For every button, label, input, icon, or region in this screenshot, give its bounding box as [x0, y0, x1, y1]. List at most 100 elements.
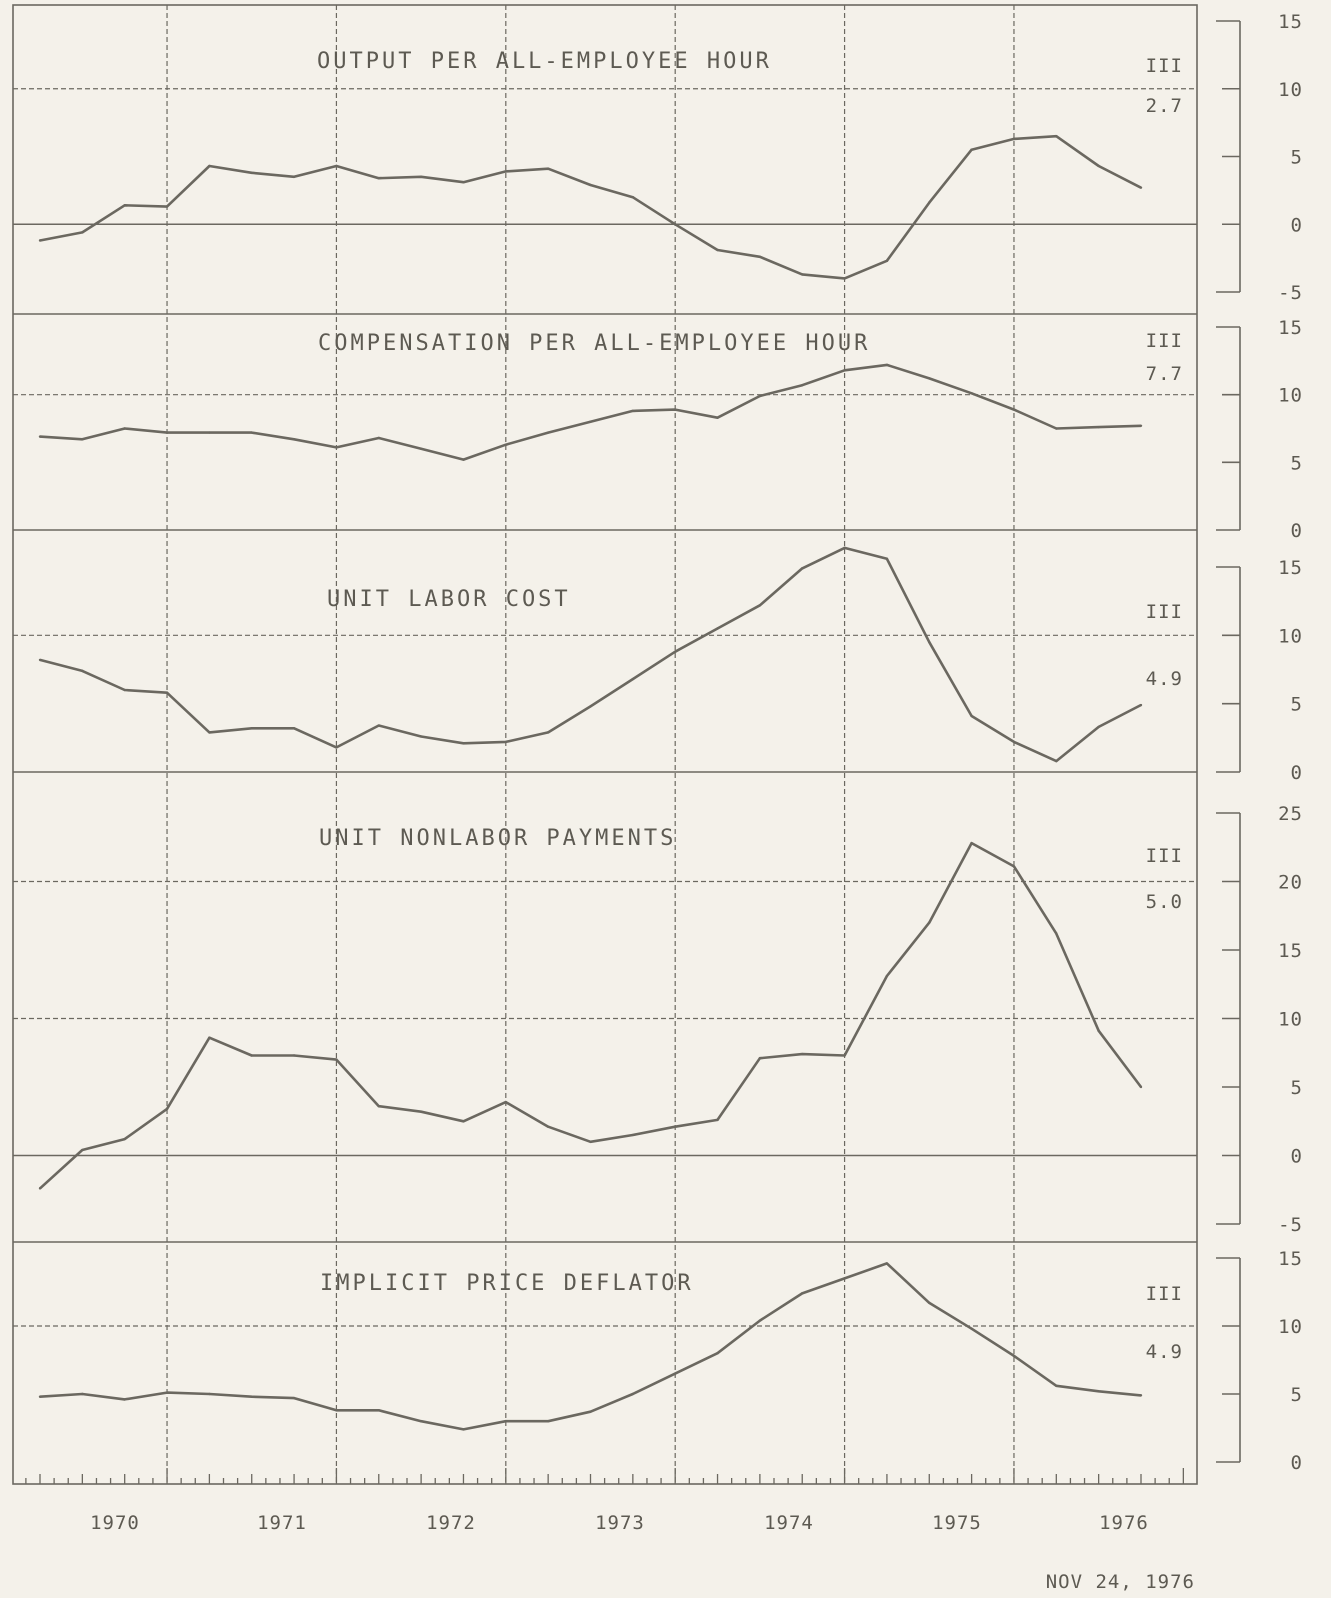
- data-point-1-7: [335, 446, 338, 449]
- y-tick-label-4-5: 5: [1291, 1384, 1303, 1406]
- data-point-3-8: [377, 1104, 380, 1108]
- panel-title-1: COMPENSATION PER ALL-EMPLOYEE HOUR: [318, 331, 870, 356]
- data-point-3-2: [123, 1137, 126, 1141]
- data-point-1-2: [123, 427, 126, 430]
- data-point-1-4: [208, 431, 211, 434]
- data-point-4-19: [843, 1277, 846, 1280]
- data-point-2-3: [165, 691, 169, 694]
- footer-date: NOV 24, 1976: [1046, 1571, 1195, 1593]
- data-point-2-14: [631, 677, 635, 681]
- data-point-4-1: [81, 1392, 84, 1396]
- data-point-0-18: [801, 273, 804, 276]
- data-point-3-23: [1012, 865, 1016, 868]
- data-point-0-6: [292, 175, 296, 179]
- y-tick-label-3-10: 10: [1278, 1009, 1303, 1031]
- data-point-2-9: [419, 735, 423, 738]
- data-point-3-16: [716, 1118, 719, 1122]
- data-point-0-13: [589, 183, 592, 187]
- latest-value-0: 2.7: [1146, 95, 1183, 117]
- x-tick-label-1971: 1971: [257, 1512, 307, 1534]
- data-point-3-19: [843, 1054, 846, 1057]
- data-point-4-13: [589, 1410, 592, 1413]
- latest-value-3: 5.0: [1146, 891, 1183, 913]
- data-point-4-23: [1012, 1354, 1016, 1358]
- data-point-0-23: [1012, 137, 1016, 141]
- data-point-1-14: [631, 409, 635, 413]
- data-point-1-11: [504, 443, 508, 446]
- data-point-2-12: [546, 731, 550, 734]
- data-point-4-9: [419, 1420, 423, 1423]
- data-point-2-21: [928, 640, 931, 644]
- data-point-4-22: [970, 1327, 973, 1330]
- data-point-0-22: [970, 148, 973, 151]
- data-point-3-14: [631, 1133, 635, 1137]
- data-point-0-26: [1139, 186, 1143, 189]
- y-tick-label-3-25: 25: [1278, 803, 1303, 825]
- data-point-3-18: [801, 1052, 804, 1056]
- data-point-2-17: [758, 604, 762, 607]
- latest-value-1: 7.7: [1146, 363, 1183, 385]
- data-point-1-21: [928, 377, 931, 380]
- series-line-1: [39, 363, 1142, 461]
- y-tick-label-3-20: 20: [1278, 872, 1303, 894]
- data-point-2-10: [462, 742, 465, 745]
- data-point-0-7: [335, 164, 338, 168]
- data-point-3-1: [81, 1148, 84, 1152]
- data-point-1-6: [292, 438, 296, 441]
- data-point-0-0: [38, 239, 42, 242]
- data-point-2-16: [716, 627, 719, 630]
- y-tick-label-2-5: 5: [1291, 694, 1303, 716]
- data-point-1-8: [377, 436, 380, 440]
- data-point-4-11: [504, 1420, 508, 1423]
- data-point-0-11: [504, 170, 508, 173]
- y-tick-label-0-10: 10: [1278, 79, 1303, 101]
- data-point-2-24: [1055, 759, 1058, 763]
- data-point-2-23: [1012, 740, 1016, 744]
- data-point-4-26: [1139, 1394, 1143, 1397]
- panel-title-2: UNIT LABOR COST: [327, 587, 571, 612]
- data-point-3-24: [1055, 932, 1058, 935]
- latest-period-2: III: [1146, 601, 1183, 623]
- data-point-0-15: [673, 223, 677, 226]
- data-point-2-15: [673, 650, 677, 653]
- data-point-2-26: [1139, 703, 1143, 707]
- series-layer: [38, 134, 1143, 1431]
- data-point-4-7: [335, 1409, 338, 1412]
- data-point-3-0: [38, 1187, 42, 1190]
- data-point-2-6: [292, 727, 296, 730]
- data-point-2-4: [208, 731, 211, 734]
- data-point-4-16: [716, 1352, 719, 1355]
- data-point-1-18: [801, 383, 804, 387]
- data-point-1-5: [250, 431, 253, 434]
- x-tick-label-1972: 1972: [426, 1512, 476, 1534]
- y-tick-label-3-0: 0: [1291, 1146, 1303, 1168]
- data-point-0-14: [631, 195, 635, 199]
- data-point-3-20: [885, 974, 889, 978]
- data-point-1-24: [1055, 427, 1058, 430]
- series-line-3: [39, 841, 1143, 1190]
- data-point-3-7: [335, 1058, 338, 1061]
- y-tick-label-1-5: 5: [1291, 452, 1303, 474]
- data-point-2-1: [81, 669, 84, 673]
- series-line-0: [39, 134, 1142, 280]
- y-tick-label-2-0: 0: [1291, 762, 1303, 784]
- series-line-2: [39, 546, 1142, 763]
- data-point-3-3: [165, 1107, 169, 1111]
- y-tick-label-3--5: -5: [1278, 1214, 1303, 1236]
- latest-period-3: III: [1146, 845, 1183, 867]
- latest-period-1: III: [1146, 330, 1183, 352]
- y-tick-label-0-5: 5: [1291, 147, 1303, 169]
- data-point-1-3: [165, 431, 169, 434]
- x-tick-label-1974: 1974: [764, 1512, 814, 1534]
- x-tick-label-1970: 1970: [90, 1512, 140, 1534]
- data-point-1-20: [885, 363, 889, 367]
- data-point-0-19: [843, 277, 846, 280]
- data-point-2-19: [843, 546, 846, 550]
- y-tick-label-0--5: -5: [1278, 282, 1303, 304]
- data-point-4-5: [250, 1395, 253, 1398]
- text-layer: 1970 1971 1972 1973 1974 1975 1976 15 10 5 0 -5 OUTP…: [90, 11, 1303, 1534]
- data-point-4-3: [165, 1391, 169, 1394]
- data-point-0-21: [928, 201, 931, 204]
- data-point-0-9: [419, 175, 423, 179]
